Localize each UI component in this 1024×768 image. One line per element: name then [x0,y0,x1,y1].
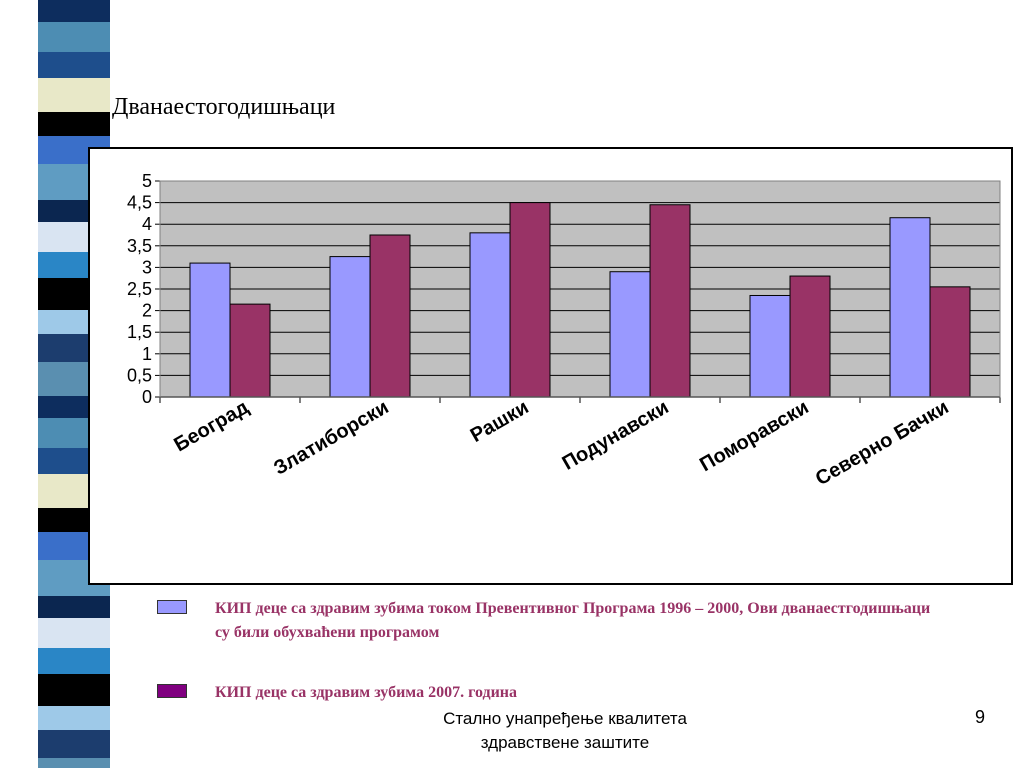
x-tick-label: Београд [170,396,252,456]
bar-chart: 00,511,522,533,544,55 Београд Златиборски Р… [127,171,1001,490]
bar-series_2007-5 [929,286,971,398]
bar-series_2007-4 [789,275,831,398]
y-tick-label: 1,5 [127,322,152,342]
bar-series_1996_2000-0 [189,262,231,398]
page-number: 9 [974,707,985,727]
footer-line-1: Стално унапређење квалитета [443,709,687,728]
footer-line-2: здравствене заштите [480,733,650,752]
x-tick-label: Северно Бачки [812,396,953,490]
stripe-block [38,758,110,768]
y-tick-label: 0,5 [127,365,152,385]
bar-series_1996_2000-3 [609,271,651,398]
y-tick-label: 4 [142,214,152,234]
bar-series_2007-3 [649,204,691,398]
y-tick-label: 5 [142,171,152,191]
x-tick-label: Поморавски [696,396,812,476]
legend-swatch-2007 [157,684,187,698]
stripe-margin [0,0,38,768]
footer-text: Стално унапређење квалитета здравствене … [380,707,750,755]
stripe-block [38,648,110,674]
slide-title: Дванаестогодишњаци [112,94,336,120]
legend-text-2007: КИП деце са здравим зубима 2007. година [215,684,518,701]
chart-frame: 0 0,5 1 1,5 2 2,5 3 3,5 4 4,5 5 Београд Златиборски Р… [88,147,1013,585]
stripe-block [38,674,110,706]
y-tick-label: 3,5 [127,236,152,256]
y-tick-label: 2 [142,301,152,321]
stripe-block [38,112,110,136]
x-tick-label: Рашки [467,396,533,447]
stripe-block [38,618,110,648]
bar-series_2007-2 [509,202,551,398]
stripe-block [38,0,110,22]
legend-text-1996-2000: КИП деце са здравим зубима током Превент… [215,600,931,641]
y-tick-label: 4,5 [127,193,152,213]
bar-series_1996_2000-1 [329,256,371,398]
stripe-block [38,52,110,78]
stripe-block [38,596,110,618]
bar-series_1996_2000-2 [469,232,511,398]
stripe-block [38,78,110,112]
bar-series_1996_2000-5 [889,217,931,398]
bar-series_2007-1 [369,234,411,398]
stripe-block [38,730,110,758]
y-tick-label: 0 [142,387,152,407]
y-tick-label: 2,5 [127,279,152,299]
plot-border [159,180,1001,398]
y-tick-label: 3 [142,257,152,277]
legend-swatch-1996-2000 [157,600,187,614]
bar-series_2007-0 [229,303,271,398]
x-tick-label: Златиборски [270,396,392,479]
stripe-block [38,22,110,52]
x-tick-label: Подунавски [559,396,673,474]
stripe-block [38,706,110,730]
y-tick-label: 1 [142,344,152,364]
bar-series_1996_2000-4 [749,294,791,398]
